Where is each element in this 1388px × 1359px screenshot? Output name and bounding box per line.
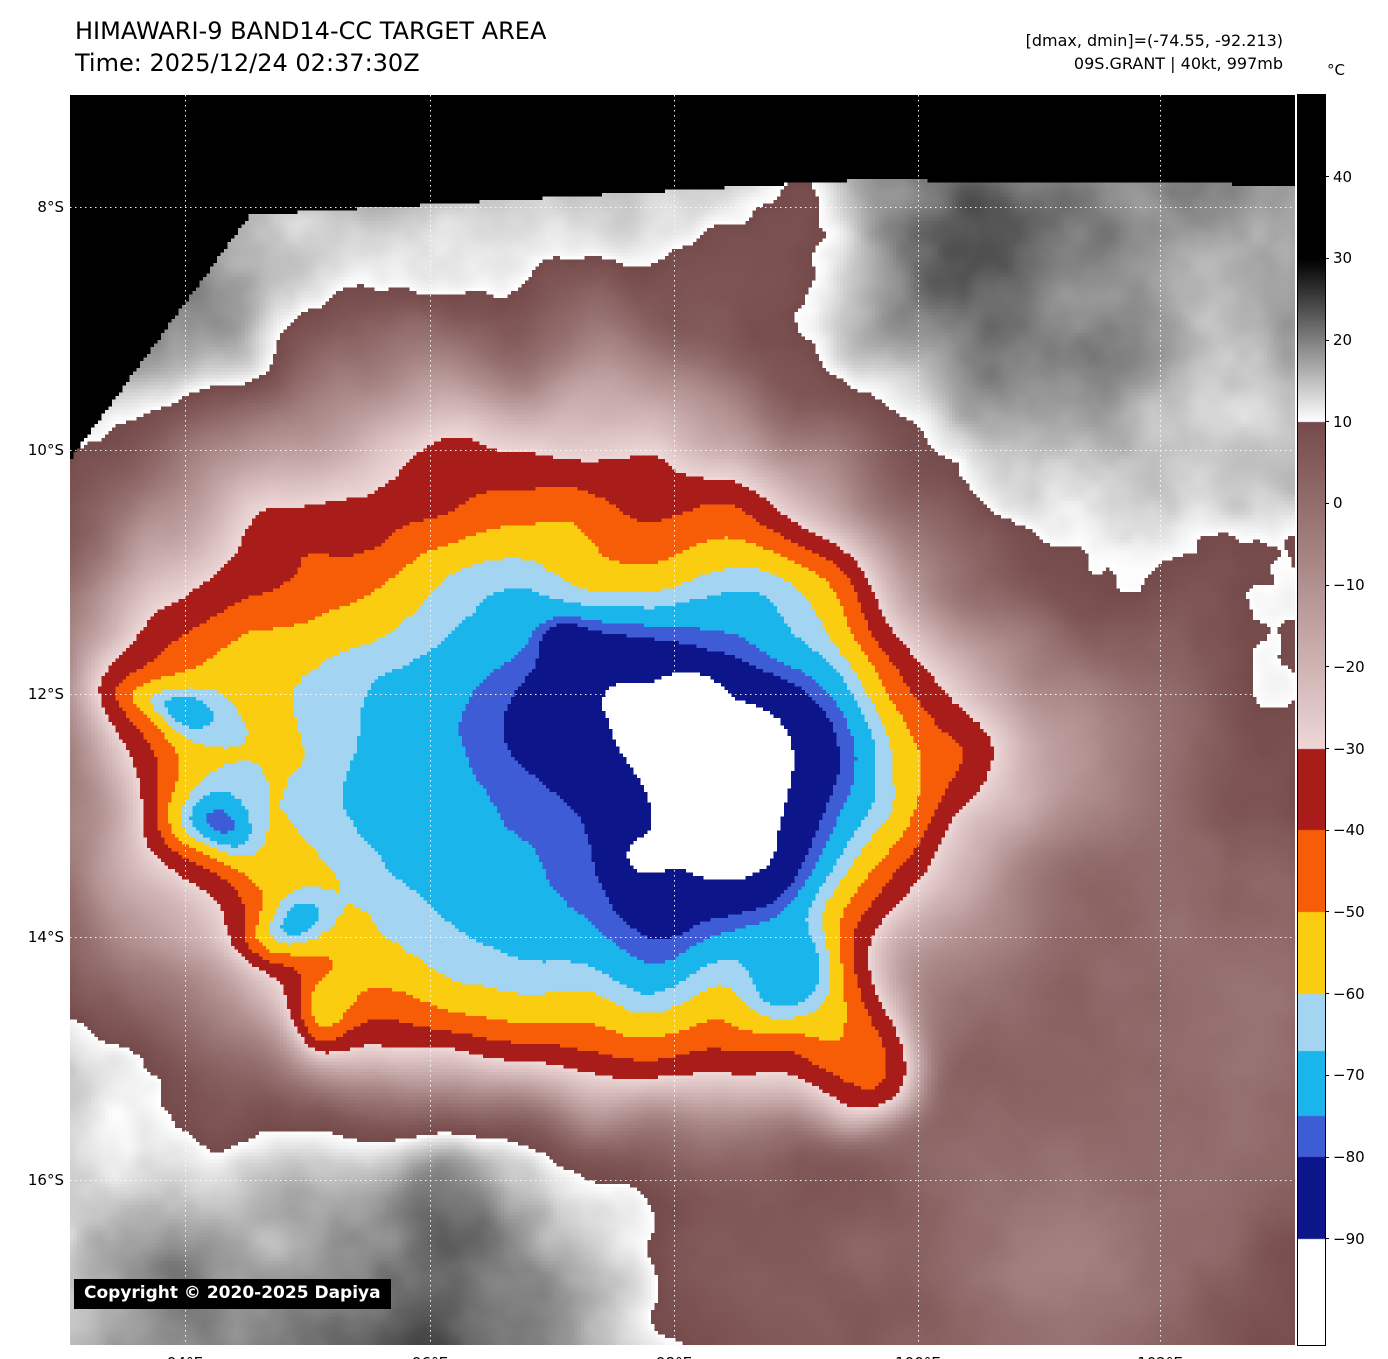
colorbar-tick-label: −50 <box>1333 902 1365 921</box>
colorbar-tick-mark <box>1325 993 1329 995</box>
dmax-dmin-label: [dmax, dmin]=(-74.55, -92.213) <box>1025 31 1283 50</box>
colorbar-tick-mark <box>1325 176 1329 178</box>
colorbar-tick-mark <box>1325 502 1329 504</box>
colorbar-tick-label: 30 <box>1333 249 1353 268</box>
colorbar-tick-mark <box>1325 1238 1329 1240</box>
lat-tick-label: 14°S <box>27 927 64 946</box>
colorbar <box>1297 94 1326 1346</box>
colorbar-tick-mark <box>1325 1074 1329 1076</box>
colorbar-tick-label: −10 <box>1333 576 1365 595</box>
lat-tick-label: 12°S <box>27 684 64 703</box>
satellite-map: Copyright © 2020-2025 Dapiya <box>70 95 1295 1345</box>
colorbar-tick-label: −20 <box>1333 657 1365 676</box>
colorbar-tick-label: −90 <box>1333 1229 1365 1248</box>
copyright-badge: Copyright © 2020-2025 Dapiya <box>74 1279 391 1309</box>
colorbar-tick-label: 40 <box>1333 167 1353 186</box>
colorbar-tick-label: −80 <box>1333 1148 1365 1167</box>
colorbar-tick-mark <box>1325 584 1329 586</box>
figure-time: Time: 2025/12/24 02:37:30Z <box>75 49 420 77</box>
lon-tick-label: 94°E <box>167 1353 203 1359</box>
header-right: [dmax, dmin]=(-74.55, -92.213) 09S.GRANT… <box>1026 29 1283 75</box>
colorbar-tick-mark <box>1325 339 1329 341</box>
lon-tick-label: 102°E <box>1137 1353 1183 1359</box>
colorbar-tick-mark <box>1325 666 1329 668</box>
colorbar-tick-label: −70 <box>1333 1066 1365 1085</box>
lat-tick-label: 8°S <box>37 198 64 216</box>
colorbar-tick-label: 20 <box>1333 331 1353 350</box>
colorbar-tick-mark <box>1325 748 1329 750</box>
colorbar-unit-label: °C <box>1327 61 1345 79</box>
colorbar-tick-mark <box>1325 421 1329 423</box>
colorbar-tick-label: −30 <box>1333 739 1365 758</box>
lon-tick-label: 98°E <box>656 1353 692 1359</box>
colorbar-tick-mark <box>1325 1156 1329 1158</box>
colorbar-tick-label: −40 <box>1333 821 1365 840</box>
colorbar-tick-mark <box>1325 911 1329 913</box>
colorbar-tick-label: 10 <box>1333 412 1353 431</box>
figure-title: HIMAWARI-9 BAND14-CC TARGET AREA <box>75 17 547 45</box>
colorbar-tick-label: −60 <box>1333 984 1365 1003</box>
storm-info-label: 09S.GRANT | 40kt, 997mb <box>1073 54 1283 73</box>
colorbar-tick-mark <box>1325 257 1329 259</box>
colorbar-tick-label: 0 <box>1333 494 1343 513</box>
lon-tick-label: 96°E <box>412 1353 448 1359</box>
lat-tick-label: 10°S <box>27 441 64 460</box>
lat-tick-label: 16°S <box>27 1171 64 1189</box>
lon-tick-label: 100°E <box>895 1353 941 1359</box>
satellite-image-canvas <box>70 95 1295 1345</box>
colorbar-tick-mark <box>1325 829 1329 831</box>
